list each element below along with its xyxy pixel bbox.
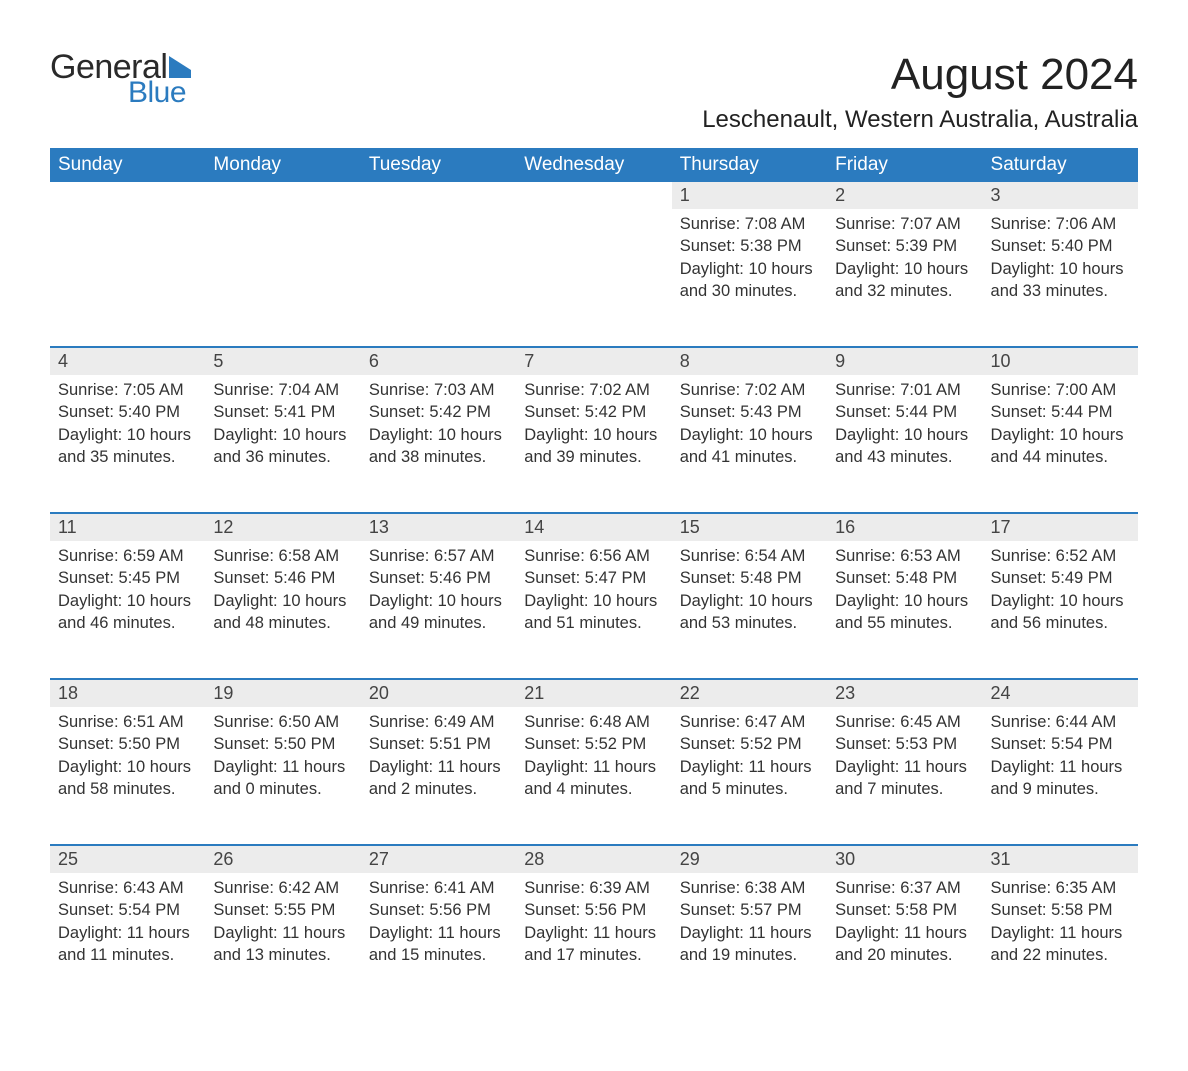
day-number-cell: 18 [50,679,205,707]
day-header-row: Sunday Monday Tuesday Wednesday Thursday… [50,148,1138,182]
week-detail-row: Sunrise: 7:05 AMSunset: 5:40 PMDaylight:… [50,375,1138,513]
day-number-cell: 14 [516,513,671,541]
week-number-row: 123 [50,182,1138,209]
location-text: Leschenault, Western Australia, Australi… [702,106,1138,134]
calendar-table: Sunday Monday Tuesday Wednesday Thursday… [50,148,1138,1011]
day-number-cell: 19 [205,679,360,707]
day-number-cell: 30 [827,845,982,873]
day-detail-cell: Sunrise: 6:54 AMSunset: 5:48 PMDaylight:… [672,541,827,679]
day-detail-cell: Sunrise: 7:05 AMSunset: 5:40 PMDaylight:… [50,375,205,513]
col-sat: Saturday [983,148,1138,182]
day-detail-cell: Sunrise: 6:37 AMSunset: 5:58 PMDaylight:… [827,873,982,1011]
day-detail-cell: Sunrise: 7:06 AMSunset: 5:40 PMDaylight:… [983,209,1138,347]
day-number-cell: 9 [827,347,982,375]
day-number-cell: 13 [361,513,516,541]
day-detail-cell: Sunrise: 6:41 AMSunset: 5:56 PMDaylight:… [361,873,516,1011]
day-detail-cell: Sunrise: 7:02 AMSunset: 5:42 PMDaylight:… [516,375,671,513]
week-number-row: 11121314151617 [50,513,1138,541]
day-detail-cell: Sunrise: 6:50 AMSunset: 5:50 PMDaylight:… [205,707,360,845]
day-number-cell [205,182,360,209]
day-detail-cell: Sunrise: 6:39 AMSunset: 5:56 PMDaylight:… [516,873,671,1011]
day-number-cell: 20 [361,679,516,707]
day-detail-cell: Sunrise: 6:42 AMSunset: 5:55 PMDaylight:… [205,873,360,1011]
week-number-row: 18192021222324 [50,679,1138,707]
day-number-cell: 3 [983,182,1138,209]
day-detail-cell: Sunrise: 6:49 AMSunset: 5:51 PMDaylight:… [361,707,516,845]
day-detail-cell: Sunrise: 6:51 AMSunset: 5:50 PMDaylight:… [50,707,205,845]
week-number-row: 45678910 [50,347,1138,375]
day-detail-cell: Sunrise: 6:45 AMSunset: 5:53 PMDaylight:… [827,707,982,845]
day-detail-cell: Sunrise: 7:07 AMSunset: 5:39 PMDaylight:… [827,209,982,347]
page-title: August 2024 [702,50,1138,100]
day-detail-cell: Sunrise: 6:57 AMSunset: 5:46 PMDaylight:… [361,541,516,679]
day-number-cell: 17 [983,513,1138,541]
day-number-cell: 12 [205,513,360,541]
day-detail-cell: Sunrise: 7:04 AMSunset: 5:41 PMDaylight:… [205,375,360,513]
day-number-cell: 29 [672,845,827,873]
day-number-cell: 5 [205,347,360,375]
day-detail-cell: Sunrise: 7:03 AMSunset: 5:42 PMDaylight:… [361,375,516,513]
day-detail-cell: Sunrise: 6:43 AMSunset: 5:54 PMDaylight:… [50,873,205,1011]
day-detail-cell: Sunrise: 7:00 AMSunset: 5:44 PMDaylight:… [983,375,1138,513]
day-detail-cell: Sunrise: 6:44 AMSunset: 5:54 PMDaylight:… [983,707,1138,845]
day-detail-cell [516,209,671,347]
day-detail-cell: Sunrise: 6:38 AMSunset: 5:57 PMDaylight:… [672,873,827,1011]
day-number-cell: 24 [983,679,1138,707]
week-detail-row: Sunrise: 7:08 AMSunset: 5:38 PMDaylight:… [50,209,1138,347]
day-number-cell: 7 [516,347,671,375]
day-number-cell: 26 [205,845,360,873]
day-number-cell: 15 [672,513,827,541]
day-detail-cell [205,209,360,347]
day-number-cell: 8 [672,347,827,375]
day-number-cell: 23 [827,679,982,707]
day-number-cell: 4 [50,347,205,375]
day-number-cell [361,182,516,209]
day-number-cell [50,182,205,209]
day-detail-cell: Sunrise: 7:02 AMSunset: 5:43 PMDaylight:… [672,375,827,513]
day-detail-cell: Sunrise: 6:48 AMSunset: 5:52 PMDaylight:… [516,707,671,845]
col-tue: Tuesday [361,148,516,182]
day-number-cell: 22 [672,679,827,707]
day-number-cell: 21 [516,679,671,707]
day-detail-cell: Sunrise: 6:58 AMSunset: 5:46 PMDaylight:… [205,541,360,679]
brand-logo: General Blue [50,50,201,108]
day-detail-cell: Sunrise: 6:59 AMSunset: 5:45 PMDaylight:… [50,541,205,679]
week-detail-row: Sunrise: 6:59 AMSunset: 5:45 PMDaylight:… [50,541,1138,679]
day-detail-cell [50,209,205,347]
week-detail-row: Sunrise: 6:43 AMSunset: 5:54 PMDaylight:… [50,873,1138,1011]
week-detail-row: Sunrise: 6:51 AMSunset: 5:50 PMDaylight:… [50,707,1138,845]
col-wed: Wednesday [516,148,671,182]
day-detail-cell: Sunrise: 7:08 AMSunset: 5:38 PMDaylight:… [672,209,827,347]
day-detail-cell: Sunrise: 6:53 AMSunset: 5:48 PMDaylight:… [827,541,982,679]
brand-word-2: Blue [128,78,186,108]
day-number-cell: 27 [361,845,516,873]
day-number-cell: 2 [827,182,982,209]
day-number-cell: 31 [983,845,1138,873]
day-detail-cell [361,209,516,347]
day-detail-cell: Sunrise: 6:56 AMSunset: 5:47 PMDaylight:… [516,541,671,679]
day-number-cell: 25 [50,845,205,873]
day-number-cell [516,182,671,209]
day-number-cell: 1 [672,182,827,209]
day-number-cell: 10 [983,347,1138,375]
col-fri: Friday [827,148,982,182]
week-number-row: 25262728293031 [50,845,1138,873]
day-number-cell: 28 [516,845,671,873]
col-mon: Monday [205,148,360,182]
day-number-cell: 16 [827,513,982,541]
day-number-cell: 11 [50,513,205,541]
day-detail-cell: Sunrise: 6:52 AMSunset: 5:49 PMDaylight:… [983,541,1138,679]
day-number-cell: 6 [361,347,516,375]
page-header: General Blue August 2024 Leschenault, We… [50,50,1138,134]
day-detail-cell: Sunrise: 6:35 AMSunset: 5:58 PMDaylight:… [983,873,1138,1011]
col-thu: Thursday [672,148,827,182]
col-sun: Sunday [50,148,205,182]
day-detail-cell: Sunrise: 6:47 AMSunset: 5:52 PMDaylight:… [672,707,827,845]
day-detail-cell: Sunrise: 7:01 AMSunset: 5:44 PMDaylight:… [827,375,982,513]
